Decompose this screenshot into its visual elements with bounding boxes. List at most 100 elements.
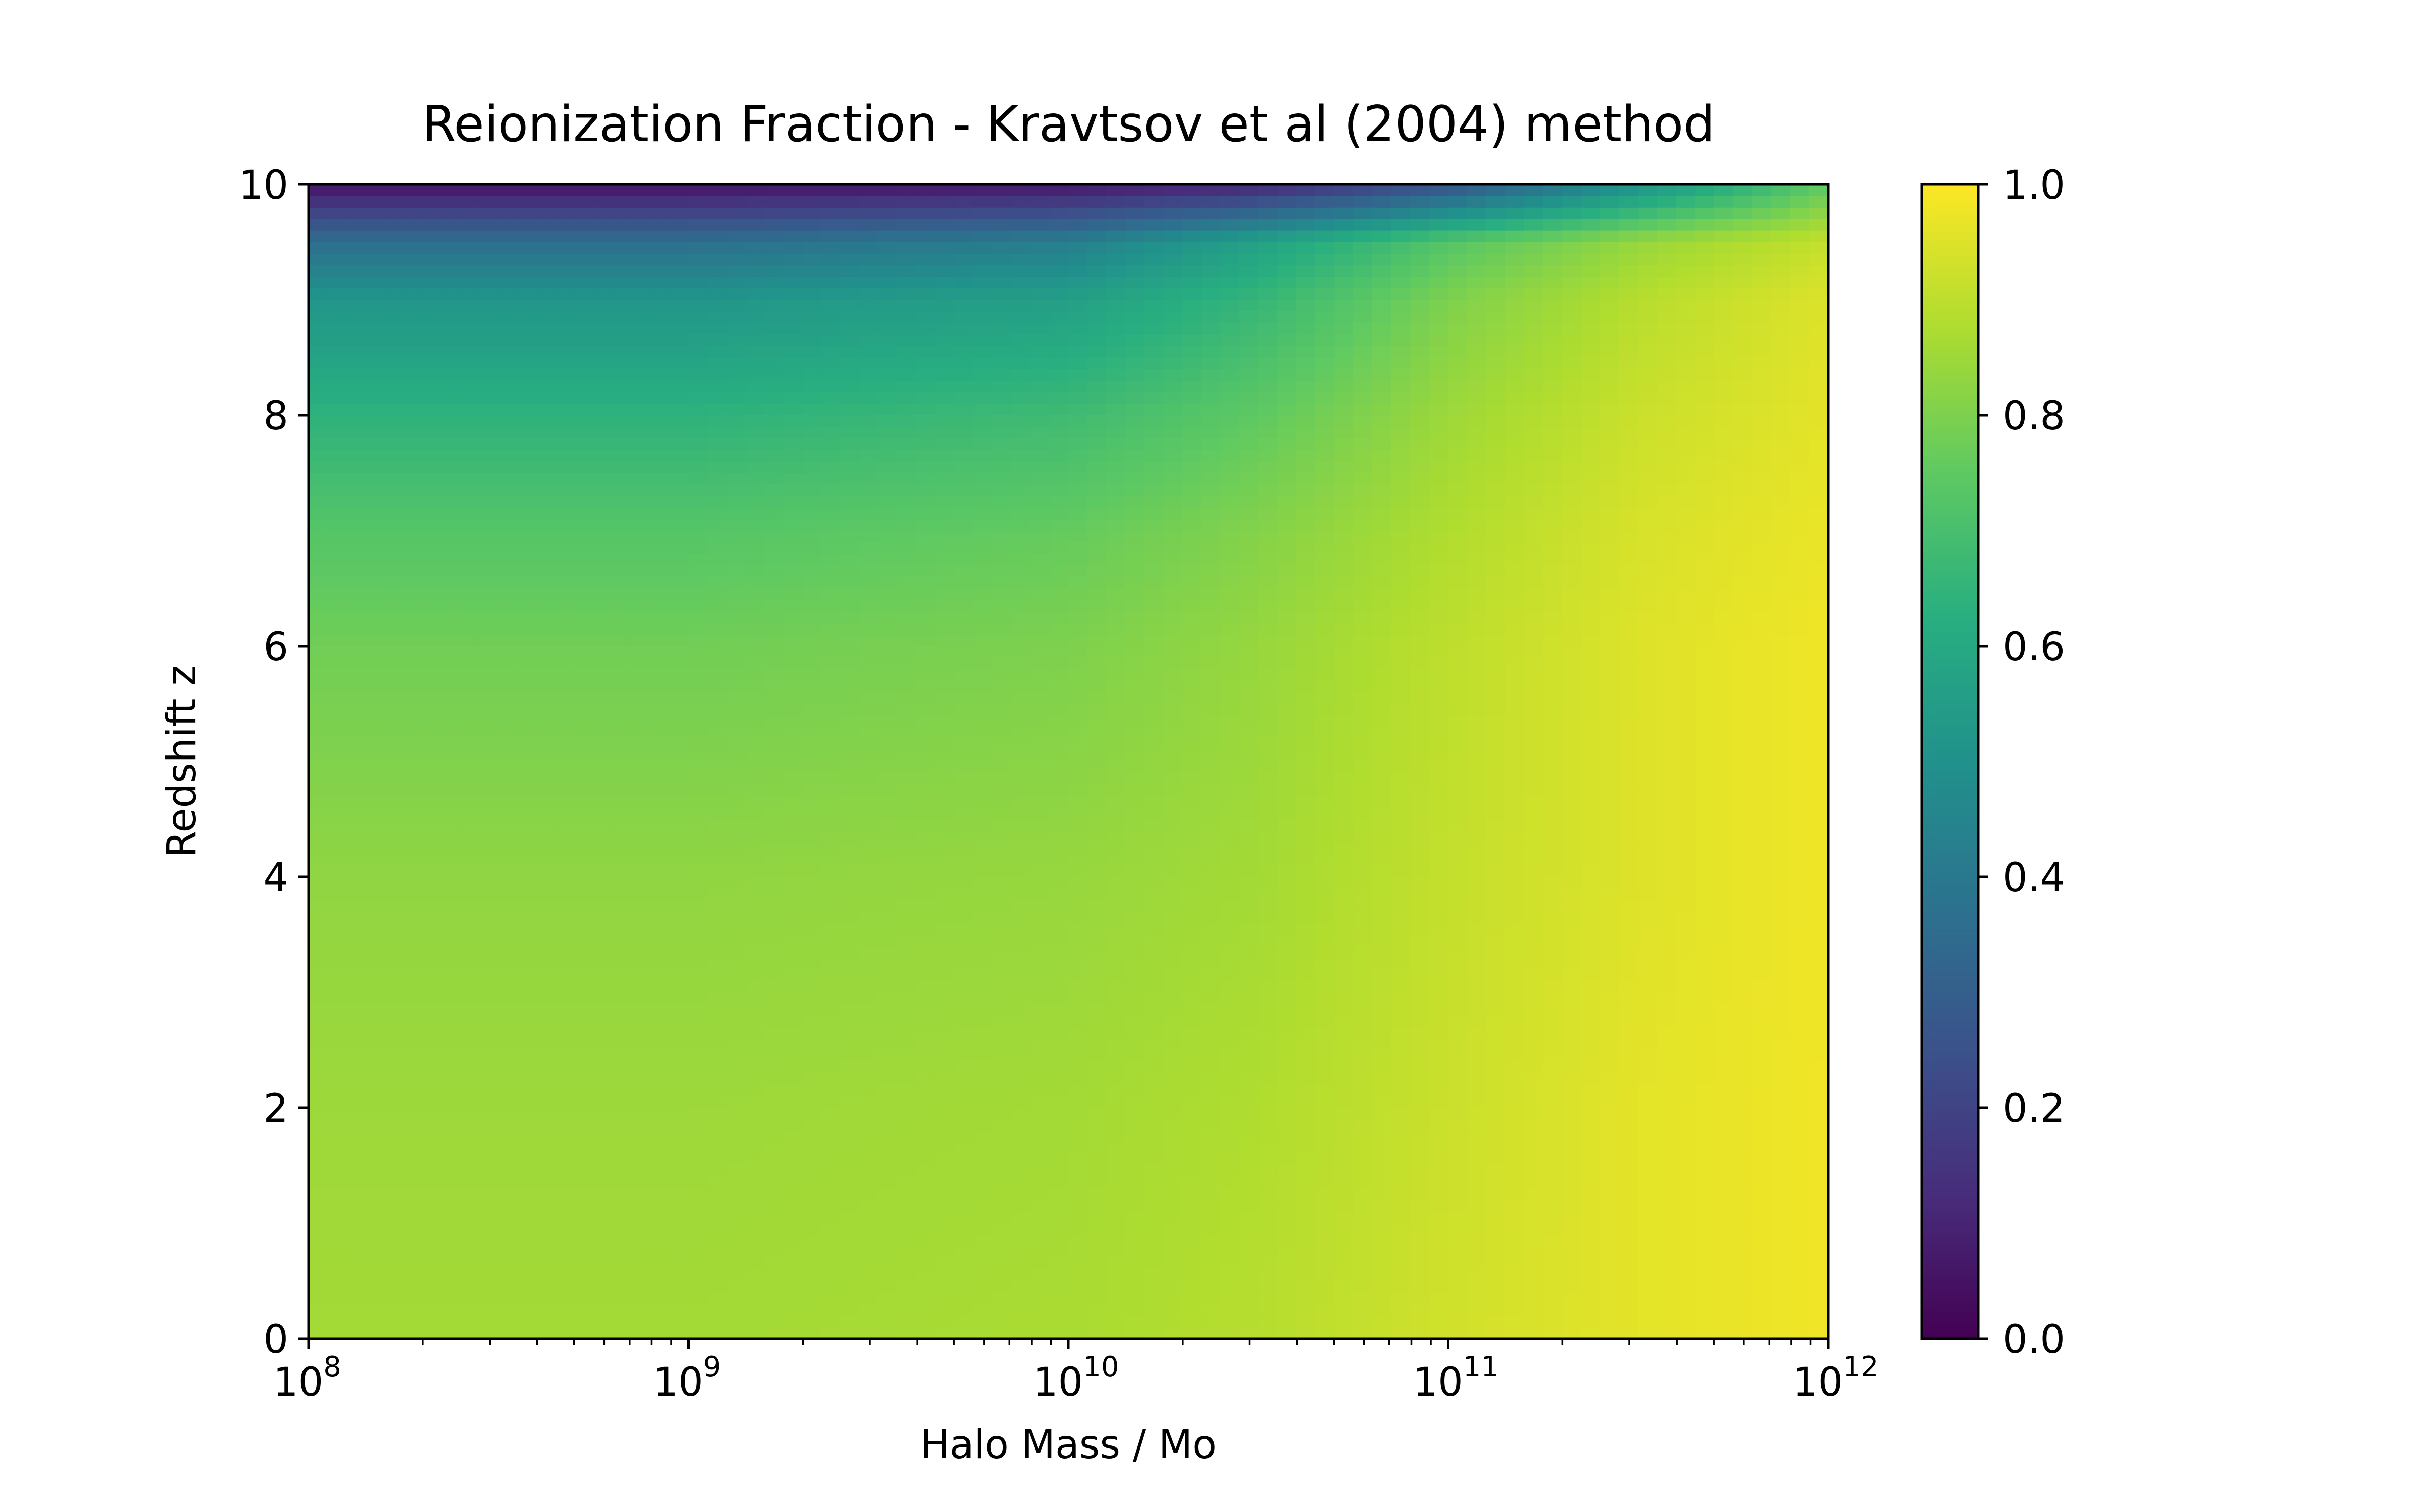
heatmap-cell bbox=[1315, 508, 1335, 520]
heatmap-cell bbox=[1562, 738, 1582, 750]
heatmap-cell bbox=[1391, 450, 1411, 462]
heatmap-cell bbox=[1619, 288, 1639, 300]
heatmap-cell bbox=[726, 877, 746, 889]
heatmap-cell bbox=[1581, 692, 1601, 705]
heatmap-cell bbox=[555, 819, 575, 832]
heatmap-cell bbox=[1714, 346, 1734, 358]
heatmap-cell bbox=[479, 773, 499, 785]
heatmap-cell bbox=[935, 888, 955, 901]
heatmap-cell bbox=[1676, 531, 1696, 543]
heatmap-cell bbox=[366, 415, 385, 427]
heatmap-cell bbox=[840, 588, 860, 601]
heatmap-cell bbox=[1562, 473, 1582, 485]
heatmap-cell bbox=[498, 646, 518, 658]
heatmap-cell bbox=[878, 565, 898, 578]
heatmap-cell bbox=[327, 888, 347, 901]
heatmap-cell bbox=[1486, 392, 1506, 404]
heatmap-cell bbox=[403, 669, 423, 681]
heatmap-cell bbox=[1809, 357, 1829, 370]
heatmap-cell bbox=[1429, 877, 1449, 889]
heatmap-cell bbox=[1068, 680, 1088, 693]
heatmap-cell bbox=[802, 242, 822, 255]
heatmap-cell bbox=[1125, 426, 1145, 439]
heatmap-cell bbox=[878, 692, 898, 705]
heatmap-cell bbox=[1049, 762, 1069, 774]
heatmap-cell bbox=[366, 254, 385, 266]
heatmap-cell bbox=[1372, 438, 1392, 451]
heatmap-cell bbox=[897, 219, 917, 231]
heatmap-cell bbox=[1524, 727, 1544, 739]
heatmap-cell bbox=[916, 196, 936, 208]
heatmap-cell bbox=[1106, 207, 1126, 220]
heatmap-cell bbox=[802, 230, 822, 243]
heatmap-cell bbox=[1429, 265, 1449, 277]
heatmap-cell bbox=[1334, 680, 1354, 693]
heatmap-cell bbox=[1410, 184, 1430, 197]
heatmap-cell bbox=[1676, 346, 1696, 358]
heatmap-cell bbox=[309, 438, 328, 451]
heatmap-cell bbox=[593, 657, 613, 670]
heatmap-cell bbox=[954, 369, 974, 382]
heatmap-cell bbox=[897, 635, 917, 647]
heatmap-cell bbox=[327, 404, 347, 416]
heatmap-cell bbox=[650, 230, 670, 243]
heatmap-cell bbox=[346, 865, 366, 877]
heatmap-cell bbox=[1486, 807, 1506, 820]
heatmap-cell bbox=[650, 680, 670, 693]
heatmap-cell bbox=[536, 381, 556, 393]
heatmap-cell bbox=[612, 773, 632, 785]
heatmap-cell bbox=[1125, 669, 1145, 681]
heatmap-cell bbox=[878, 796, 898, 808]
heatmap-cell bbox=[878, 288, 898, 300]
heatmap-cell bbox=[1220, 669, 1240, 681]
heatmap-cell bbox=[1467, 600, 1487, 612]
heatmap-cell bbox=[783, 588, 803, 601]
heatmap-cell bbox=[688, 311, 708, 324]
heatmap-cell bbox=[631, 484, 651, 497]
heatmap-cell bbox=[1448, 415, 1468, 427]
heatmap-cell bbox=[1467, 426, 1487, 439]
heatmap-cell bbox=[631, 207, 651, 220]
heatmap-cell bbox=[859, 392, 879, 404]
heatmap-cell bbox=[479, 796, 499, 808]
heatmap-cell bbox=[555, 334, 575, 347]
heatmap-cell bbox=[916, 831, 936, 843]
heatmap-cell bbox=[916, 415, 936, 427]
heatmap-cell bbox=[1486, 265, 1506, 277]
heatmap-cell bbox=[859, 496, 879, 508]
heatmap-cell bbox=[1752, 623, 1772, 635]
heatmap-cell bbox=[384, 381, 404, 393]
heatmap-cell bbox=[631, 773, 651, 785]
heatmap-cell bbox=[897, 680, 917, 693]
heatmap-cell bbox=[1201, 473, 1221, 485]
heatmap-cell bbox=[309, 819, 328, 832]
heatmap-cell bbox=[498, 900, 518, 912]
heatmap-cell bbox=[1448, 357, 1468, 370]
heatmap-cell bbox=[1657, 242, 1677, 255]
heatmap-cell bbox=[1049, 369, 1069, 382]
heatmap-cell bbox=[1182, 727, 1202, 739]
heatmap-cell bbox=[555, 288, 575, 300]
heatmap-cell bbox=[1638, 184, 1658, 197]
heatmap-cell bbox=[1486, 680, 1506, 693]
heatmap-cell bbox=[1334, 796, 1354, 808]
heatmap-cell bbox=[1448, 888, 1468, 901]
heatmap-cell bbox=[1239, 519, 1259, 531]
heatmap-cell bbox=[1353, 553, 1373, 566]
heatmap-cell bbox=[1524, 611, 1544, 623]
heatmap-cell bbox=[1790, 588, 1810, 601]
heatmap-cell bbox=[1581, 334, 1601, 347]
heatmap-cell bbox=[1011, 484, 1031, 497]
heatmap-cell bbox=[1144, 323, 1164, 335]
heatmap-cell bbox=[973, 611, 993, 623]
heatmap-cell bbox=[650, 254, 670, 266]
heatmap-cell bbox=[479, 473, 499, 485]
heatmap-cell bbox=[422, 888, 442, 901]
heatmap-cell bbox=[1676, 311, 1696, 324]
heatmap-cell bbox=[346, 265, 366, 277]
heatmap-cell bbox=[1600, 288, 1620, 300]
heatmap-cell bbox=[669, 357, 689, 370]
heatmap-cell bbox=[1771, 715, 1791, 728]
heatmap-cell bbox=[309, 553, 328, 566]
heatmap-cell bbox=[479, 288, 499, 300]
